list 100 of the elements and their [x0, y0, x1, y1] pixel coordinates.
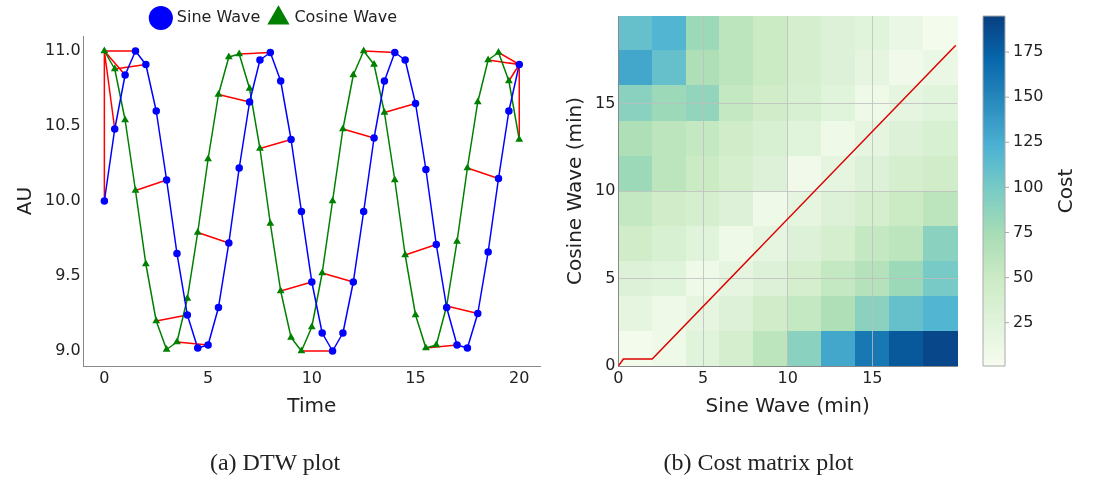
point	[204, 341, 212, 349]
point	[370, 60, 378, 67]
point	[495, 48, 502, 55]
point	[184, 294, 191, 301]
point	[308, 323, 316, 330]
point	[339, 329, 347, 337]
point	[411, 99, 420, 108]
y-tick-label: 10.0	[45, 190, 81, 210]
point	[235, 164, 243, 172]
point	[256, 144, 264, 151]
point	[412, 311, 419, 318]
point	[173, 249, 181, 258]
point	[297, 207, 306, 216]
y-axis-title: Cosine Wave (min)	[562, 96, 587, 286]
point	[339, 125, 347, 132]
color-bar-title: Cost	[1053, 168, 1078, 214]
color-bar-label: 75	[1013, 221, 1034, 241]
point	[401, 251, 409, 258]
point	[214, 303, 223, 312]
point	[277, 287, 285, 294]
point	[256, 56, 264, 64]
point	[308, 278, 316, 286]
point	[225, 239, 233, 247]
x-tick-label: 20	[509, 367, 530, 387]
point	[121, 116, 129, 123]
point	[474, 98, 482, 105]
point	[484, 248, 492, 256]
y-tick-label: 11.0	[45, 40, 81, 60]
point	[100, 197, 109, 205]
color-bar-label: 125	[1013, 131, 1044, 151]
point	[235, 50, 243, 57]
x-axis-title: Time	[286, 393, 337, 418]
x-tick-label: 5	[203, 367, 214, 387]
point	[329, 197, 336, 204]
point	[246, 84, 253, 91]
point	[163, 345, 170, 352]
point	[287, 135, 295, 144]
x-tick-label: 15	[862, 367, 883, 387]
color-bar-label: 175	[1013, 41, 1044, 61]
x-tick-label: 15	[405, 367, 426, 387]
point	[287, 333, 295, 340]
point	[328, 347, 337, 355]
point	[381, 108, 388, 115]
point	[432, 240, 441, 249]
point	[142, 60, 150, 69]
y-tick-label: 9.5	[55, 265, 81, 285]
point	[215, 90, 222, 97]
point	[121, 71, 129, 79]
x-tick-label: 5	[697, 367, 709, 387]
point	[132, 186, 139, 193]
point	[266, 48, 275, 57]
point	[194, 228, 202, 235]
point	[131, 47, 140, 55]
point	[484, 56, 492, 63]
point	[515, 60, 524, 69]
point	[318, 329, 326, 337]
point	[266, 219, 274, 226]
x-axis-title: Sine Wave (min)	[705, 393, 870, 418]
text: (b) Cost matrix plot	[663, 448, 854, 475]
color-bar-label: 50	[1013, 266, 1034, 286]
point	[152, 107, 160, 115]
y-tick-label: 10.5	[45, 115, 81, 135]
point	[453, 237, 461, 244]
point	[463, 344, 472, 352]
point	[204, 155, 212, 162]
point	[422, 344, 430, 351]
y-tick-label: 9.0	[55, 340, 81, 360]
point	[183, 311, 192, 319]
point	[101, 47, 108, 54]
color-bar-label: 150	[1013, 86, 1044, 106]
point	[515, 135, 523, 142]
point	[391, 176, 399, 183]
point	[245, 98, 254, 106]
point	[349, 278, 358, 286]
legend-label: Cosine Wave	[294, 7, 398, 27]
point	[152, 317, 160, 324]
x-tick-label: 0	[99, 367, 110, 387]
point	[432, 341, 440, 348]
legend-label: Sine Wave	[176, 7, 261, 27]
point	[298, 347, 305, 354]
point	[276, 77, 285, 85]
color-bar-label: 25	[1013, 311, 1034, 331]
point	[494, 174, 503, 183]
color-bar-label: 100	[1013, 176, 1044, 196]
point	[474, 309, 482, 318]
point	[318, 269, 326, 276]
y-tick-label: 5	[605, 267, 616, 287]
point	[359, 207, 368, 216]
point	[162, 176, 171, 184]
point	[505, 107, 513, 115]
point	[380, 77, 389, 85]
point	[225, 53, 233, 60]
point	[193, 344, 202, 352]
point	[349, 71, 357, 78]
point	[505, 77, 513, 84]
text: (a) DTW plot	[209, 448, 341, 475]
point	[111, 65, 119, 72]
point	[453, 341, 461, 349]
point	[360, 47, 368, 54]
point	[401, 56, 409, 64]
